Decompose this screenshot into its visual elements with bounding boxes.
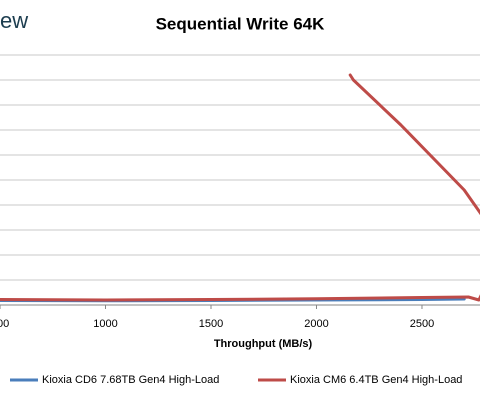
x-tick-label: 2500 [410,318,434,330]
x-tick-label: 2000 [304,318,328,330]
x-tick-label: 1500 [199,318,223,330]
x-tick-label: 500 [0,318,9,330]
chart-title: Sequential Write 64K [156,14,326,33]
legend-label: Kioxia CD6 7.68TB Gen4 High-Load [42,374,219,386]
logo: ew [0,8,28,33]
x-tick-label: 1000 [93,318,117,330]
plot-area [0,73,480,303]
series-line [0,73,480,302]
legend-label: Kioxia CM6 6.4TB Gen4 High-Load [290,374,462,386]
x-axis-title: Throughput (MB/s) [214,338,313,350]
